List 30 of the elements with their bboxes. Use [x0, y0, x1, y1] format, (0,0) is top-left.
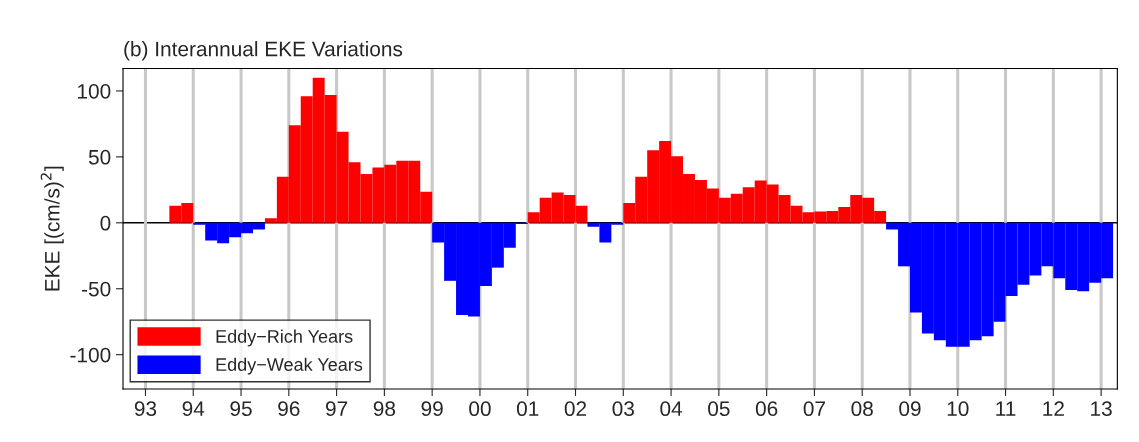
- x-tick-label: 10: [947, 401, 969, 417]
- y-tick-label: -100: [70, 347, 111, 363]
- legend-label: Eddy−Weak Years: [216, 357, 363, 375]
- x-tick-label: 07: [803, 401, 825, 417]
- chart-title: (b) Interannual EKE Variations: [124, 41, 403, 61]
- x-tick-label: 00: [469, 401, 491, 417]
- x-tick-label: 99: [421, 401, 443, 417]
- x-tick-label: 93: [134, 401, 157, 417]
- x-tick-label: 12: [1043, 401, 1064, 416]
- y-tick-label: 100: [78, 83, 111, 99]
- y-tick-label: -50: [82, 281, 111, 297]
- x-tick-label: 02: [564, 401, 587, 417]
- x-tick-label: 11: [996, 401, 1016, 416]
- y-tick-label: 50: [88, 149, 111, 165]
- x-tick-label: 01: [516, 401, 539, 417]
- x-tick-label: 04: [660, 401, 683, 417]
- y-axis-title: EKE [(cm/s)$^{2}$]: [40, 166, 64, 291]
- x-tick-label: 03: [612, 401, 634, 417]
- x-tick-label: 97: [325, 401, 348, 417]
- x-tick-label: 05: [708, 401, 730, 417]
- x-tick-label: 06: [755, 401, 778, 417]
- x-tick-label: 94: [182, 401, 205, 417]
- x-tick-label: 95: [230, 401, 252, 417]
- y-tick-label: 0: [100, 215, 111, 231]
- x-tick-label: 08: [851, 401, 873, 417]
- x-tick-label: 09: [899, 401, 921, 417]
- x-tick-label: 96: [278, 401, 300, 417]
- x-tick-label: 13: [1091, 401, 1112, 417]
- legend-label: Eddy−Rich Years: [216, 329, 353, 347]
- x-tick-label: 98: [373, 401, 396, 417]
